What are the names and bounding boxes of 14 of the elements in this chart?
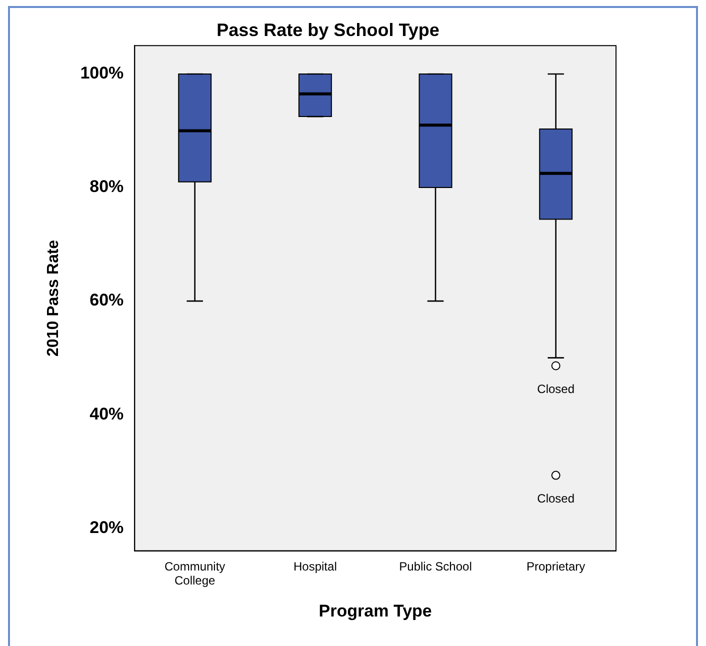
x-tick-label: Proprietary: [526, 559, 586, 574]
y-axis-title: 2010 Pass Rate: [45, 240, 62, 356]
y-tick-label: 40%: [90, 404, 124, 424]
chart-title: Pass Rate by School Type: [216, 20, 440, 40]
x-tick-label: Community College: [164, 559, 226, 588]
annotation: Closed: [537, 382, 575, 396]
x-tick-label: Public School: [399, 559, 472, 574]
x-tick-label: Hospital: [293, 559, 337, 574]
y-tick-label: 80%: [90, 177, 124, 196]
y-tick-label: 100%: [80, 64, 124, 83]
x-axis-title: Program Type: [318, 601, 432, 620]
annotation: Closed: [537, 492, 575, 506]
y-tick-label: 20%: [90, 518, 124, 537]
y-tick-label: 60%: [90, 290, 124, 310]
